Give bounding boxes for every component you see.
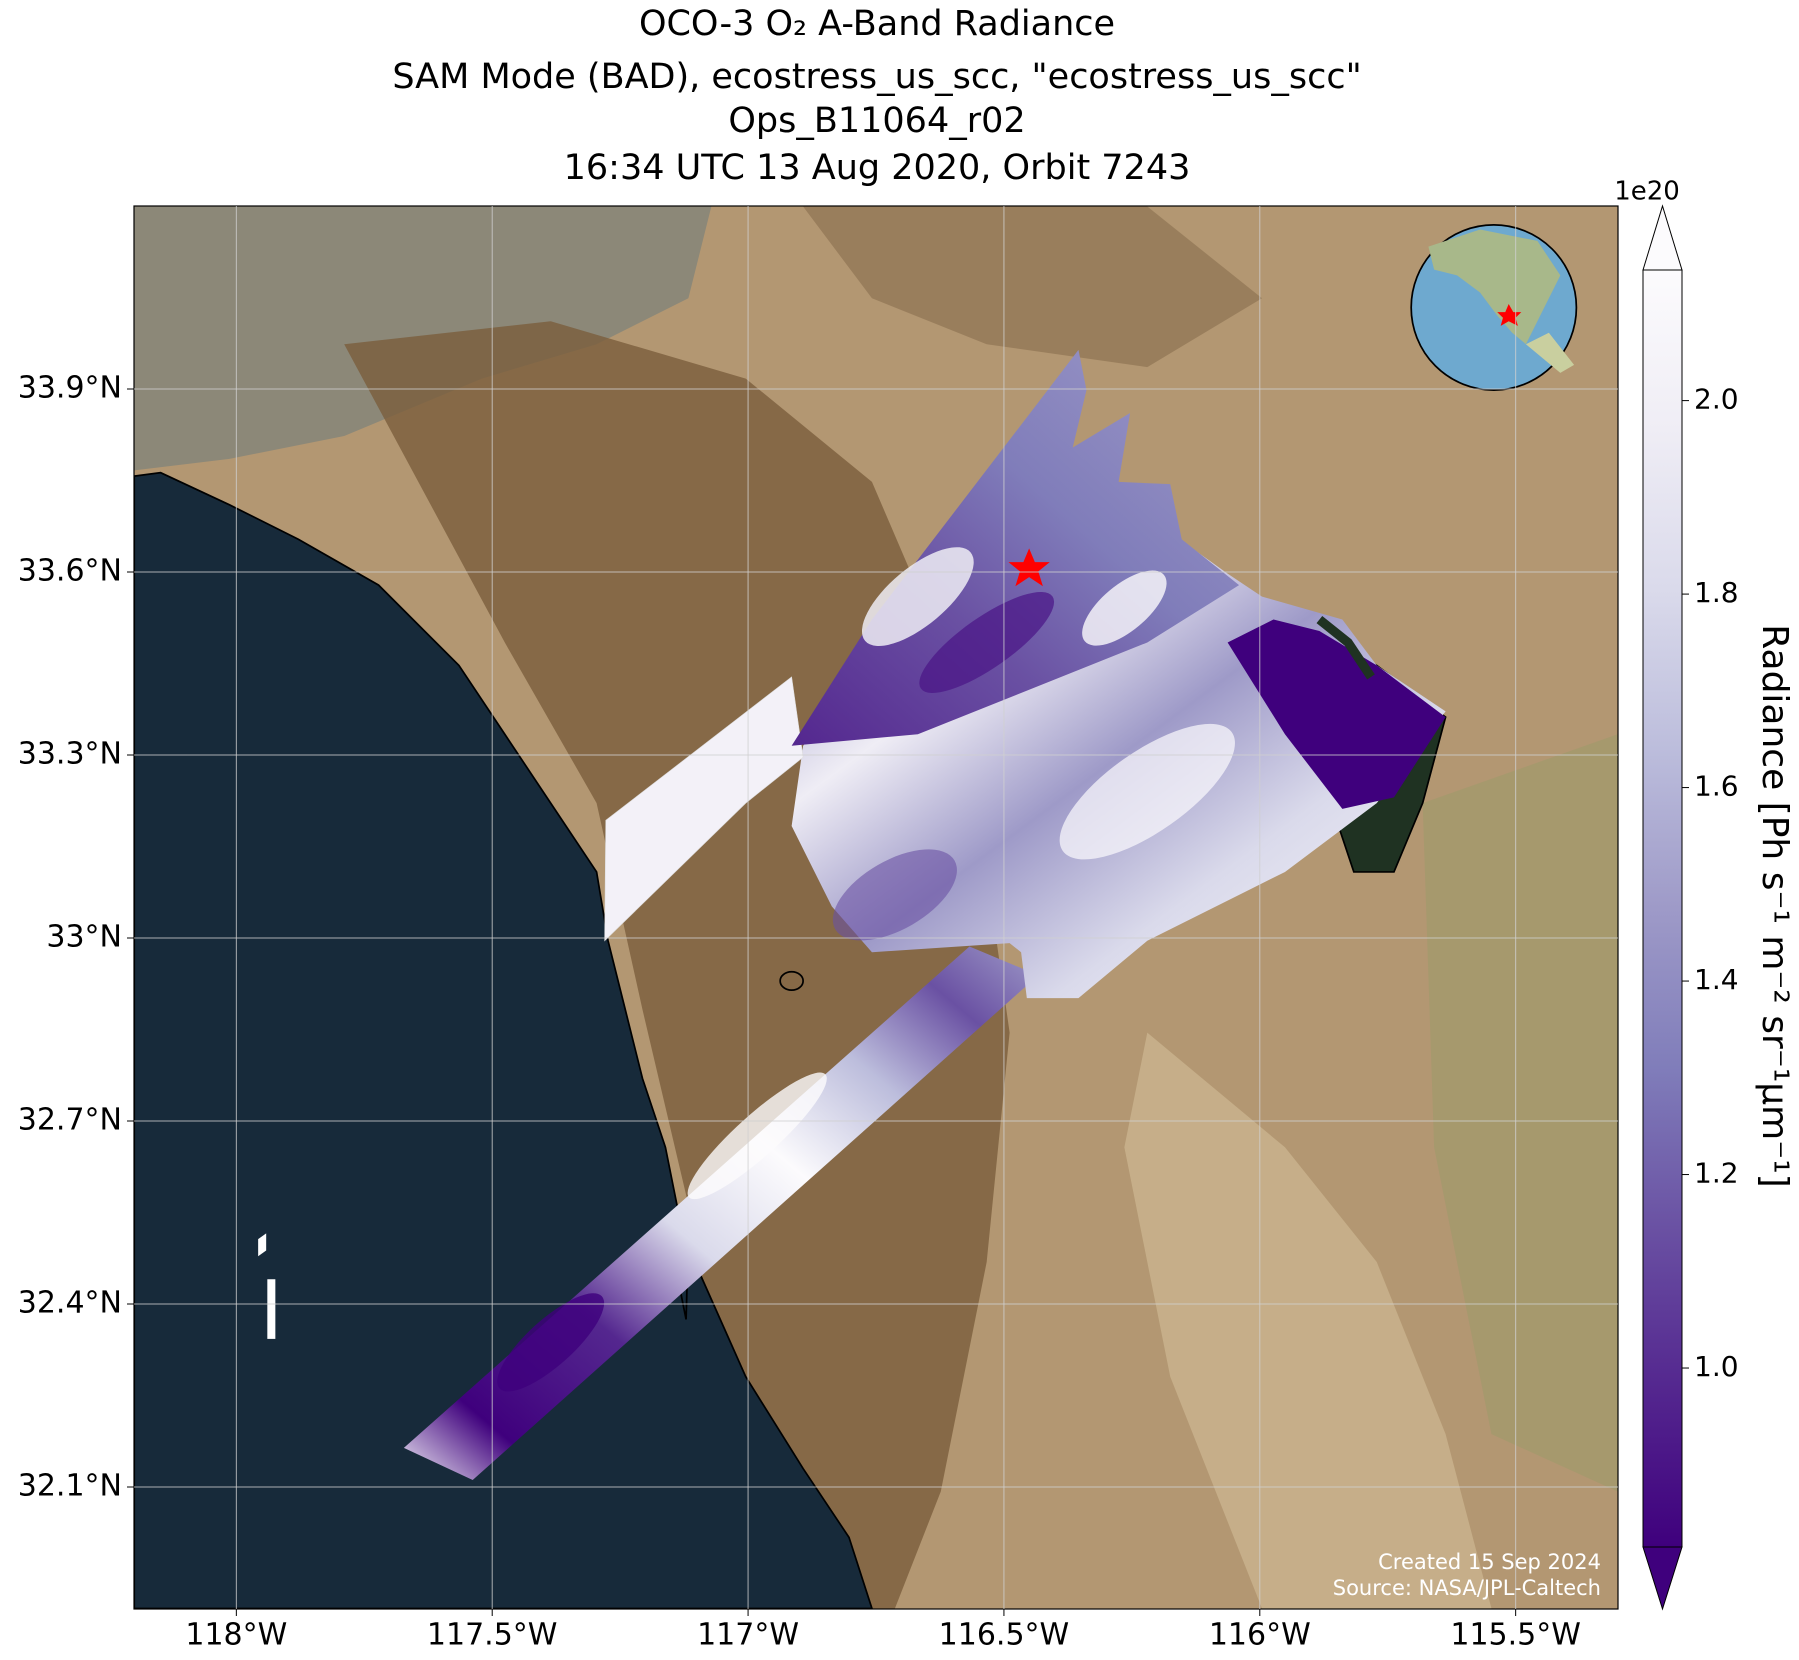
title-line: SAM Mode (BAD), ecostress_us_scc, "ecost… bbox=[392, 57, 1361, 97]
site-marker bbox=[1008, 548, 1050, 587]
y-tick-label: 33°N bbox=[46, 920, 122, 955]
y-tick-label: 33.6°N bbox=[18, 554, 122, 589]
map-frame bbox=[133, 205, 1619, 1610]
title-line: 16:34 UTC 13 Aug 2020, Orbit 7243 bbox=[564, 148, 1191, 188]
colorbar-tick-label: 1.0 bbox=[1694, 1350, 1739, 1383]
y-tick-label: 33.9°N bbox=[18, 371, 122, 406]
swath bbox=[403, 349, 1446, 1481]
y-tick-label: 33.3°N bbox=[18, 737, 122, 772]
credit: Created 15 Sep 2024 bbox=[1378, 1550, 1601, 1574]
basemap bbox=[134, 206, 1618, 1609]
colorbar-tick-label: 1.6 bbox=[1694, 770, 1739, 803]
y-tick-label: 32.7°N bbox=[18, 1103, 122, 1138]
y-tick-label: 32.4°N bbox=[18, 1286, 122, 1321]
x-tick-label: 117.5°W bbox=[427, 1618, 558, 1653]
colorbar-extend-max bbox=[1642, 204, 1683, 271]
colorbar-tick-label: 1.8 bbox=[1694, 576, 1739, 609]
globe-inset bbox=[1410, 224, 1578, 391]
title-line: Ops_B11064_r02 bbox=[728, 101, 1025, 141]
y-tick-label: 32.1°N bbox=[18, 1469, 122, 1504]
x-tick-label: 115.5°W bbox=[1450, 1618, 1581, 1653]
x-tick-label: 118°W bbox=[185, 1618, 287, 1653]
colorbar-extend-min bbox=[1642, 1546, 1683, 1611]
x-tick-label: 117°W bbox=[697, 1618, 799, 1653]
title-line: OCO-3 O₂ A-Band Radiance bbox=[639, 4, 1115, 44]
colorbar-tick-label: 1.2 bbox=[1694, 1157, 1739, 1190]
title-block: OCO-3 O₂ A-Band Radiance SAM Mode (BAD),… bbox=[392, 4, 1361, 188]
x-tick-label: 116.5°W bbox=[939, 1618, 1070, 1653]
colorbar-label: Radiance [Ph s⁻¹ m⁻² sr⁻¹µm⁻¹] bbox=[1754, 624, 1795, 1187]
colorbar bbox=[1642, 269, 1683, 1548]
colorbar-tick-label: 1.4 bbox=[1694, 963, 1739, 996]
x-tick-label: 116°W bbox=[1209, 1618, 1311, 1653]
colorbar-offset: 1e20 bbox=[1614, 177, 1680, 207]
colorbar-tick-label: 2.0 bbox=[1694, 383, 1739, 416]
credit: Source: NASA/JPL-Caltech bbox=[1333, 1576, 1601, 1600]
